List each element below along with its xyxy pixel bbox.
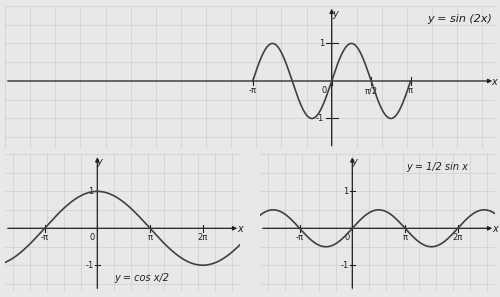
Text: 0: 0 [322, 86, 327, 95]
Text: -π: -π [248, 86, 256, 95]
Text: 2π: 2π [452, 233, 463, 242]
Text: π: π [408, 86, 413, 95]
Text: x: x [237, 224, 243, 234]
Text: 1: 1 [319, 39, 324, 48]
Text: y: y [352, 157, 357, 168]
Text: y = 1/2 sin x: y = 1/2 sin x [406, 162, 468, 172]
Text: 0: 0 [345, 233, 350, 242]
Text: y = cos x/2: y = cos x/2 [114, 273, 169, 283]
Text: y = sin (2x): y = sin (2x) [427, 14, 492, 24]
Text: -1: -1 [340, 261, 348, 270]
Text: -π: -π [40, 233, 48, 242]
Text: x: x [492, 224, 498, 234]
Text: x: x [492, 77, 498, 87]
Text: π: π [148, 233, 152, 242]
Text: y: y [96, 157, 102, 168]
Text: 0: 0 [90, 233, 95, 242]
Text: 1: 1 [88, 187, 94, 196]
Text: 1: 1 [344, 187, 348, 196]
Text: π: π [402, 233, 407, 242]
Text: π/2: π/2 [364, 86, 378, 95]
Text: -1: -1 [316, 114, 324, 123]
Text: y: y [332, 9, 338, 19]
Text: -π: -π [296, 233, 304, 242]
Text: 2π: 2π [198, 233, 208, 242]
Text: -1: -1 [86, 261, 94, 270]
